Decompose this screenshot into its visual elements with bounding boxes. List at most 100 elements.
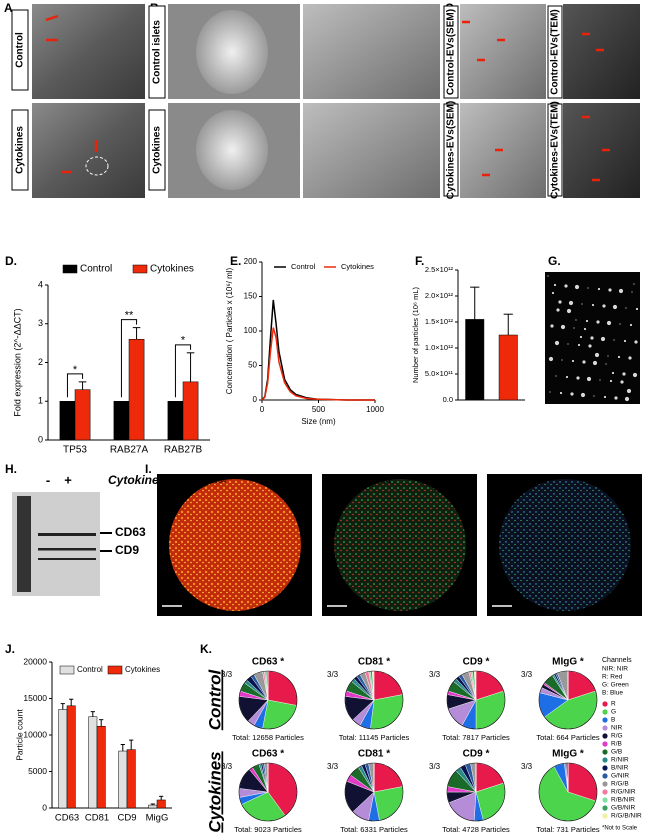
pie-title: CD81 * [358, 657, 390, 668]
pie-title: CD63 * [252, 657, 284, 668]
legend-swatch [602, 781, 608, 787]
line-series [261, 327, 375, 401]
legend-swatch [602, 749, 608, 755]
x-tick-label: 500 [312, 405, 326, 414]
label-box [443, 103, 459, 197]
blot-ladder [17, 496, 31, 592]
nta-dot [590, 336, 594, 340]
x-tick-label: MigG [146, 813, 169, 824]
nta-dot [568, 300, 574, 306]
bar [74, 389, 91, 441]
tem-image [32, 103, 145, 198]
islet [196, 110, 268, 190]
legend-label: R: Red [602, 674, 623, 681]
y-tick-label: 0 [42, 802, 47, 812]
nta-dot [607, 355, 609, 357]
sem-image [460, 4, 546, 99]
nta-dot [597, 287, 601, 291]
x-tick-label: 1000 [366, 405, 384, 414]
pie-total: Total: 12658 Particles [232, 733, 304, 742]
nta-dot [631, 291, 633, 293]
bar [96, 725, 106, 809]
nta-dot [561, 359, 563, 361]
x-tick-label: CD81 [85, 813, 109, 824]
lane-label: - [46, 472, 50, 487]
significance-bracket [120, 319, 138, 398]
legend-label: B: Blue [602, 690, 623, 697]
nta-dot [565, 375, 569, 379]
nta-dot [556, 308, 560, 312]
nta-dot [567, 343, 569, 345]
y-tick-label: 1.5×10¹² [425, 317, 454, 326]
nta-dot [628, 356, 632, 360]
pie-title: CD63 * [252, 749, 284, 760]
y-tick-label: 20000 [23, 656, 47, 666]
nta-dot [547, 275, 549, 277]
pie-outline [446, 762, 506, 822]
nta-dot [558, 300, 562, 304]
row-label: Control [205, 669, 224, 731]
y-tick-label: 2.5×10¹² [425, 265, 454, 274]
legend-swatch [602, 741, 608, 747]
image-label: Control [15, 32, 26, 68]
nta-dot [570, 392, 574, 396]
y-tick-label: 1.0×10¹² [425, 343, 454, 352]
band-label: CD9 [115, 543, 139, 557]
nta-dot [585, 319, 589, 323]
legend-label: NIR [611, 725, 623, 732]
tem-image [32, 4, 145, 99]
image-label: Control-EVs(TEM) [550, 9, 561, 95]
pie-fraction: 3/3 [221, 670, 233, 679]
sem-image [303, 4, 440, 99]
y-tick-label: 50 [248, 361, 257, 370]
chip-title: CD81 CHIP035.001 [325, 476, 391, 485]
bar [498, 334, 518, 401]
image-label: Cytokines-EVs(TEM) [550, 101, 561, 199]
footnote: *Not to Scale [602, 826, 638, 832]
nta-dot [600, 336, 606, 342]
islet [196, 10, 268, 94]
legend-swatch [602, 805, 608, 811]
nta-dot [626, 388, 632, 394]
legend-swatch [602, 813, 608, 819]
nta-dot [548, 356, 554, 362]
legend-label: B/NIR [611, 765, 629, 772]
nta-dot [592, 360, 598, 366]
nta-dot [583, 327, 587, 331]
nta-dot [629, 323, 633, 327]
nta-dot [577, 343, 581, 347]
vesicle-circle [85, 156, 109, 176]
pie-fraction: 3/3 [521, 762, 533, 771]
pie-title: CD9 * [463, 749, 490, 760]
panel-label: I. [145, 462, 152, 476]
treatment-label: Cytokines [108, 473, 166, 487]
pie-title: CD9 * [463, 657, 490, 668]
nta-dot [579, 335, 583, 339]
nta-dot [620, 380, 624, 384]
legend-swatch [602, 725, 608, 731]
panel-label: H. [5, 462, 17, 476]
legend-label: R [611, 701, 616, 708]
y-tick-label: 0 [38, 434, 43, 444]
nta-dot [612, 304, 618, 310]
legend-label: R/B/NIR [611, 797, 635, 804]
nta-dot [564, 284, 568, 288]
label-box [148, 5, 166, 99]
x-tick-label: CD63 [55, 813, 79, 824]
x-tick-label: CD9 [117, 813, 136, 824]
legend-label: R/NIR [611, 757, 629, 764]
legend-swatch [132, 264, 148, 274]
significance-label: * [181, 335, 186, 347]
panel-label: J. [5, 642, 15, 656]
scale-label: 10 um [327, 595, 347, 602]
nta-dot [599, 379, 601, 381]
blot-band [38, 548, 96, 551]
y-axis-label: Concentration ( Particles x (10⁶/ ml) [225, 267, 234, 394]
legend-swatch [602, 765, 608, 771]
nta-dot [571, 359, 575, 363]
nta-dot [553, 283, 557, 287]
legend-label: Control [291, 262, 316, 271]
pie-fraction: 3/3 [327, 670, 339, 679]
nta-dot [566, 308, 572, 314]
pie-outline [238, 670, 298, 730]
